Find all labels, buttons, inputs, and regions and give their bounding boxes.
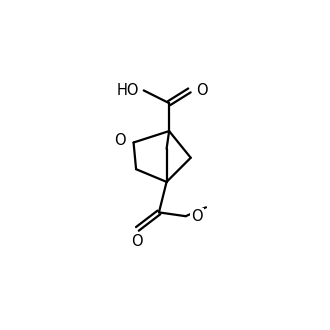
- Text: HO: HO: [116, 83, 139, 98]
- Text: O: O: [114, 133, 125, 148]
- Text: O: O: [132, 234, 143, 249]
- Text: O: O: [191, 209, 203, 224]
- Text: O: O: [196, 83, 208, 98]
